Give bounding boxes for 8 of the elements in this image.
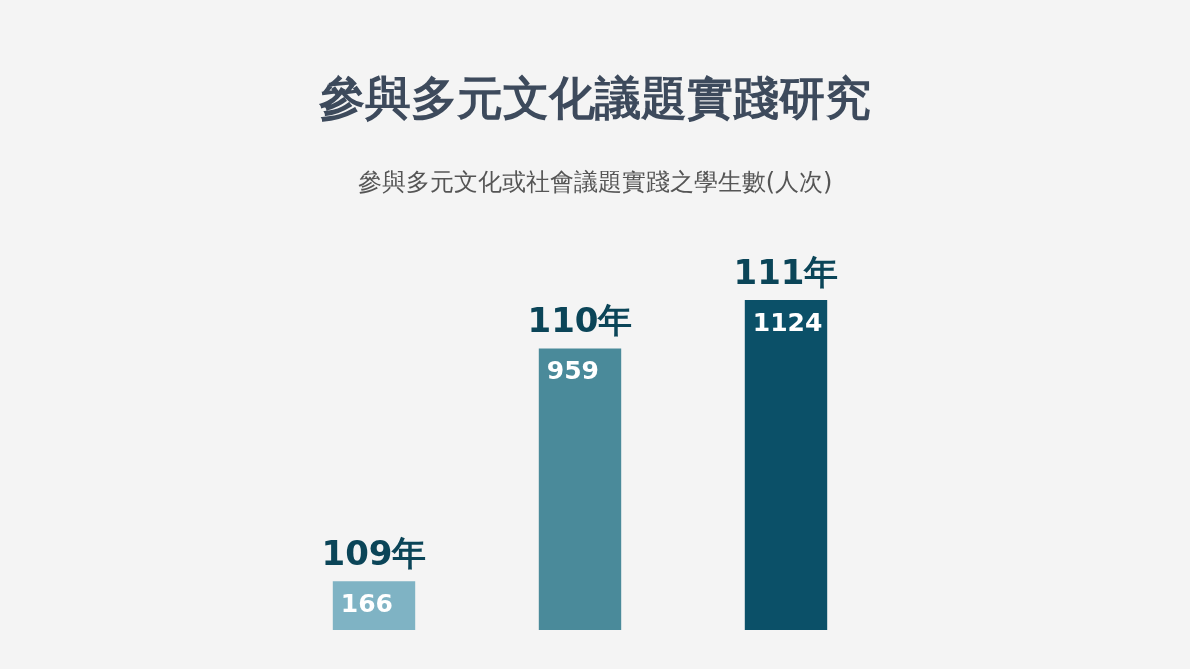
data-label: 959 — [546, 355, 599, 385]
x-tick-label: 110年 — [527, 300, 633, 341]
data-label: 166 — [340, 588, 393, 618]
x-tick-label: 111年 — [733, 252, 839, 292]
chart-subtitle: 參與多元文化或社會議題實踐之學生數(人次) — [356, 167, 834, 198]
data-label: 1124 — [752, 307, 823, 337]
chart-title: 參與多元文化議題實踐研究 — [318, 70, 872, 127]
x-tick-label: 109年 — [321, 533, 427, 574]
